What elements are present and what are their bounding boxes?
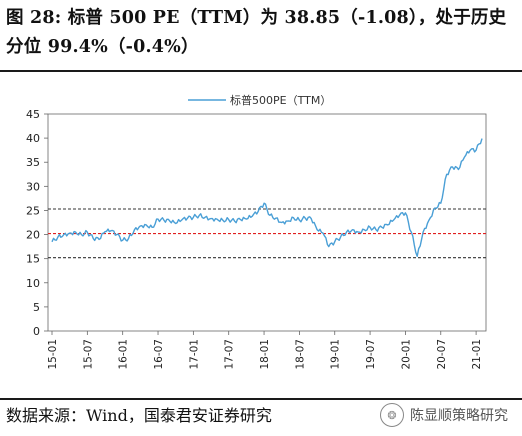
wechat-icon: ❂ xyxy=(380,403,404,427)
x-tick-label: 16-01 xyxy=(118,339,130,370)
y-tick-label: 40 xyxy=(26,132,40,145)
x-tick-label: 15-01 xyxy=(47,339,59,370)
reference-lines xyxy=(48,208,486,259)
y-tick-label: 45 xyxy=(26,108,40,121)
y-axis: 0 5 10 15 20 25 30 35 40 45 xyxy=(26,108,48,338)
legend-label: 标普500PE（TTM） xyxy=(230,93,331,107)
x-tick-label: 17-01 xyxy=(188,339,200,370)
y-tick-label: 25 xyxy=(26,204,40,217)
y-tick-label: 5 xyxy=(33,301,40,314)
source-note: 数据来源：Wind，国泰君安证券研究 xyxy=(6,406,272,425)
watermark: ❂ 陈显顺策略研究 xyxy=(380,400,518,430)
x-tick-label: 20-07 xyxy=(436,339,448,370)
x-tick-label: 20-01 xyxy=(400,339,412,370)
x-axis: 15-01 15-07 16-01 16-07 17-01 17-07 18-01 18-07… xyxy=(47,331,483,370)
x-tick-label: 18-01 xyxy=(259,339,271,370)
x-tick-label: 18-07 xyxy=(294,339,306,370)
top-rule xyxy=(0,70,522,72)
y-tick-label: 35 xyxy=(26,156,40,169)
chart-area: 标普500PE（TTM） 0 5 10 15 20 25 30 35 40 45 15-01 15-… xyxy=(0,74,522,396)
y-tick-label: 0 xyxy=(33,325,40,338)
y-tick-label: 15 xyxy=(26,253,40,266)
legend: 标普500PE（TTM） xyxy=(188,93,331,107)
x-tick-label: 21-01 xyxy=(471,339,483,370)
x-tick-label: 19-01 xyxy=(330,339,342,370)
watermark-label: 陈显顺策略研究 xyxy=(410,408,508,424)
y-tick-label: 20 xyxy=(26,229,40,242)
figure-title: 图 28: 标普 500 PE（TTM）为 38.85（-1.08），处于历史分… xyxy=(6,8,507,57)
y-tick-label: 30 xyxy=(26,180,40,193)
series-line xyxy=(51,138,483,257)
plot-frame xyxy=(47,113,487,332)
bottom-rule xyxy=(0,398,522,400)
x-tick-label: 16-07 xyxy=(153,339,165,370)
x-tick-label: 19-07 xyxy=(365,339,377,370)
x-tick-label: 17-07 xyxy=(224,339,236,370)
y-tick-label: 10 xyxy=(26,277,40,290)
x-tick-label: 15-07 xyxy=(82,339,94,370)
